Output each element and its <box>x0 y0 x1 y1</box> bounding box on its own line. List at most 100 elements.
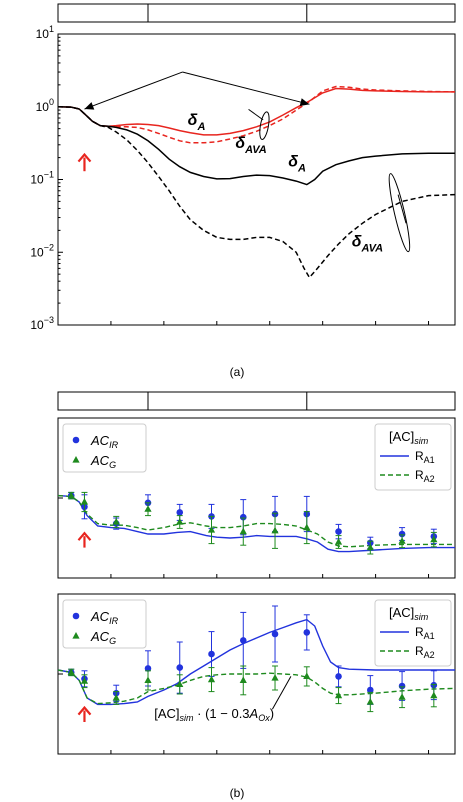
point-ac-ir <box>303 629 311 636</box>
point-ac-g <box>398 537 406 544</box>
point-ac-g <box>334 538 343 545</box>
formula-post: ) <box>270 706 274 721</box>
legend-left-label: ACIR <box>90 433 119 450</box>
ellipse-leader <box>248 108 264 121</box>
legend-right-box <box>374 423 452 491</box>
point-ac-g <box>398 693 406 700</box>
annotation-arrowhead <box>84 102 95 110</box>
point-ac-g <box>430 535 438 543</box>
formula-annotation: [AC]sim · (1 − 0.3AOx) <box>154 706 274 723</box>
point-ac-g <box>80 498 89 505</box>
legend-right-title-sub: sim <box>414 436 428 446</box>
legend-right-label: RA1 <box>415 625 435 641</box>
point-ac-g <box>67 491 75 499</box>
delta-label: δAVA <box>235 135 266 156</box>
y-tick-base: 10 <box>36 100 50 114</box>
legend-left-label-sub: G <box>109 636 116 646</box>
point-ac-ir <box>367 686 374 694</box>
point-ac-g <box>430 691 438 699</box>
legend-left-label: ACG <box>90 453 116 470</box>
delta-label: δAVA <box>352 233 383 254</box>
legend-right-title: [AC]sim <box>389 429 429 446</box>
formula-pre-sub: sim <box>180 713 194 723</box>
point-ac-g <box>112 518 120 525</box>
y-tick-label: 100 <box>36 97 54 114</box>
legend-right-label-sub: A2 <box>424 474 435 484</box>
legend-right-title: [AC]sim <box>389 605 429 622</box>
legend-left-label-main: AC <box>90 609 110 624</box>
legend-marker-triangle <box>72 456 80 463</box>
delta-symbol: δ <box>235 135 245 152</box>
legend-left-label-sub: IR <box>109 616 119 626</box>
legend-left-box <box>62 423 147 473</box>
y-tick-label: 10−2 <box>30 242 54 259</box>
legend-left-label: ACG <box>90 629 116 646</box>
delta-subscript: A <box>297 163 306 175</box>
point-ac-ir <box>208 650 215 658</box>
legend-right-label-main: R <box>415 644 424 658</box>
delta-symbol: δ <box>288 154 298 171</box>
series-line <box>57 106 456 279</box>
point-ac-g <box>239 527 247 535</box>
delta-label: δA <box>288 154 306 175</box>
legend-right-label-main: R <box>415 468 424 482</box>
point-ac-g <box>303 523 311 531</box>
y-tick-exponent: 1 <box>49 24 54 34</box>
point-ac-ir <box>176 664 184 671</box>
legend-right-label: RA2 <box>415 468 435 484</box>
legend-marker-triangle <box>72 632 80 639</box>
y-tick-exponent: −2 <box>44 242 54 252</box>
y-tick-base: 10 <box>30 245 44 259</box>
point-ac-ir <box>239 637 247 644</box>
legend-right-label: RA2 <box>415 644 435 660</box>
caption-b: (b) <box>230 786 245 800</box>
point-ac-ir <box>239 513 247 521</box>
y-tick-label: 10−3 <box>30 315 54 332</box>
legend-right-label-sub: A1 <box>424 455 435 465</box>
point-ac-g <box>303 672 311 679</box>
legend-left-box <box>62 599 147 649</box>
point-ac-ir <box>335 528 342 535</box>
annotation-arrow-line <box>84 71 183 110</box>
legend-right-label-sub: A1 <box>424 631 435 641</box>
point-ac-g <box>80 677 89 684</box>
legend-right-title-main: [AC] <box>389 605 414 620</box>
legend-right-label-sub: A2 <box>424 650 435 660</box>
legend-right-label: RA1 <box>415 449 435 465</box>
formula-pre: [AC] <box>154 706 179 721</box>
sit-to-stand-arrowhead <box>77 705 92 716</box>
legend-right-label-main: R <box>415 449 424 463</box>
delta-symbol: δ <box>188 112 198 129</box>
y-tick-exponent: −1 <box>44 170 54 180</box>
legend-left-label: ACIR <box>90 609 119 626</box>
point-ac-g <box>207 675 216 683</box>
sit-to-stand-arrowhead <box>77 152 92 163</box>
point-ac-ir <box>271 630 279 638</box>
legend-left: ACIR ACG <box>62 423 147 473</box>
point-ac-ir <box>398 530 406 538</box>
delta-subscript: AVA <box>361 242 384 254</box>
y-tick-label: 101 <box>36 24 54 41</box>
formula-a: A <box>249 706 259 721</box>
legend-left-label-main: AC <box>90 433 110 448</box>
point-ac-ir <box>144 665 152 672</box>
delta-subscript: AVA <box>244 144 267 156</box>
series-line-r-a2 <box>57 494 455 548</box>
ellipse-leader <box>397 194 407 224</box>
legend-right-title-main: [AC] <box>389 429 414 444</box>
point-ac-g <box>144 676 152 683</box>
annotation-arrow-line <box>182 71 310 105</box>
y-tick-exponent: 0 <box>49 97 54 107</box>
legend-marker-circle <box>72 612 80 620</box>
annotation-arrowhead <box>299 98 310 106</box>
plot-frame <box>57 33 456 326</box>
legend-marker-circle <box>72 436 80 444</box>
delta-subscript: A <box>196 121 205 133</box>
point-ac-g <box>334 691 343 699</box>
phase-bar-frame <box>57 391 456 411</box>
formula-mid: · (1 − 0.3 <box>194 706 250 721</box>
sit-to-stand-arrowhead <box>77 531 92 541</box>
